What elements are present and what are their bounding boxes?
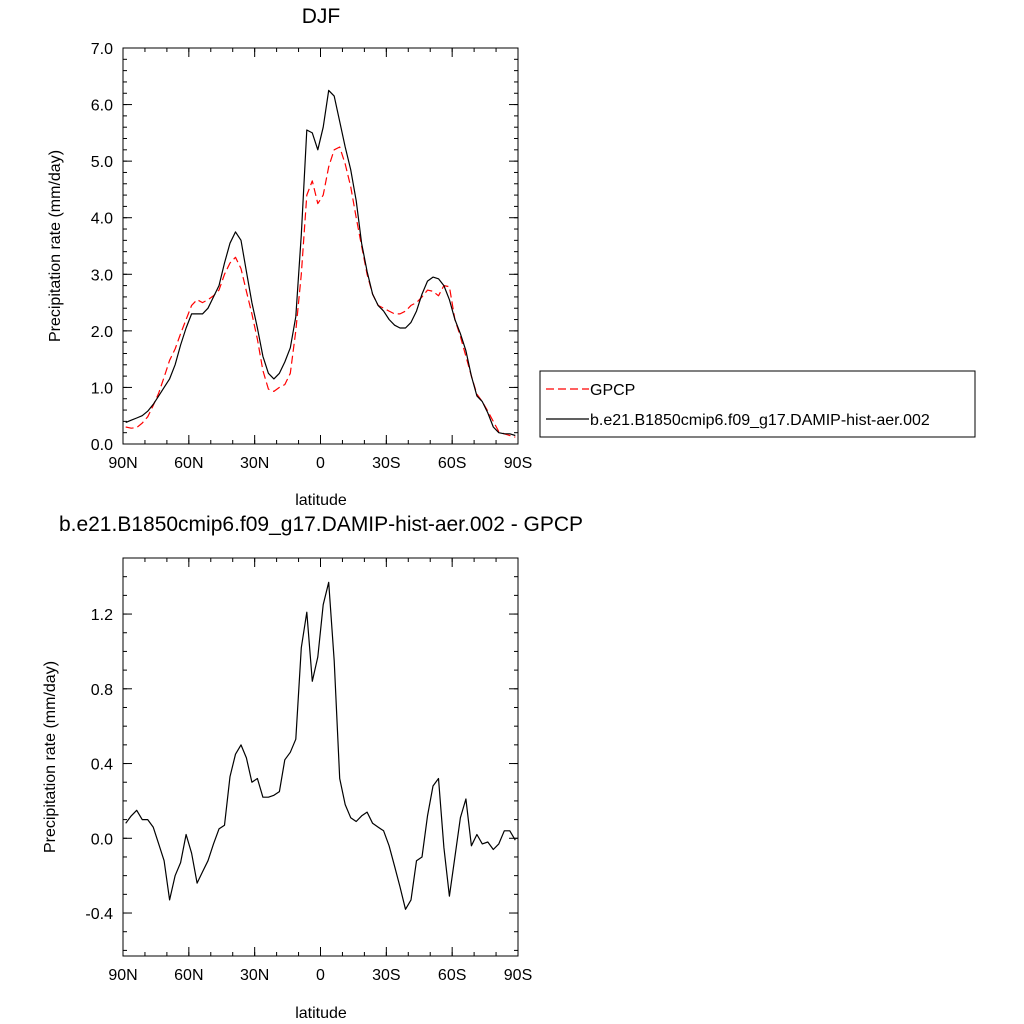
- series-lines: [125, 581, 516, 910]
- y-tick-label: -0.4: [85, 906, 113, 923]
- x-tick-label: 60S: [438, 455, 466, 472]
- y-tick-label: 5.0: [91, 154, 113, 171]
- x-tick-label: 90S: [504, 455, 532, 472]
- difference-series-line: [125, 581, 516, 910]
- y-tick-label: 6.0: [91, 98, 113, 115]
- x-tick-label: 0: [316, 967, 325, 984]
- difference-panel: b.e21.B1850cmip6.f09_g17.DAMIP-hist-aer.…: [42, 513, 583, 1022]
- legend-label-gpcp: GPCP: [590, 382, 635, 399]
- y-tick-labels: -0.4 0.0 0.4 0.8 1.2: [85, 607, 113, 923]
- series-line-b-e21-b1850cmip6-f09-g17-damip-hist-aer-002: [125, 89, 516, 437]
- plot-frame: [122, 557, 519, 957]
- x-tick-label: 60N: [174, 967, 203, 984]
- legend: GPCP b.e21.B1850cmip6.f09_g17.DAMIP-hist…: [539, 370, 976, 438]
- legend-label-model: b.e21.B1850cmip6.f09_g17.DAMIP-hist-aer.…: [590, 412, 930, 429]
- y-tick-label: 0.0: [91, 831, 113, 848]
- y-tick-label: 7.0: [91, 41, 113, 58]
- series-lines: [125, 89, 516, 438]
- y-axis-label: Precipitation rate (mm/day): [47, 150, 64, 342]
- djf-precipitation-panel: DJF 0.0 1.0 2.0 3.0 4.0 5.0 6.0 7.0 90N 60N 30N 0 3…: [47, 5, 976, 509]
- plot-frame: [122, 47, 519, 445]
- legend-box: [539, 370, 976, 438]
- x-tick-label: 30S: [372, 455, 400, 472]
- x-tick-label: 30N: [240, 455, 269, 472]
- y-tick-label: 1.2: [91, 607, 113, 624]
- axis-ticks: [122, 47, 519, 445]
- x-tick-labels: 90N 60N 30N 0 30S 60S 90S: [108, 455, 532, 472]
- x-tick-label: 30N: [240, 967, 269, 984]
- axis-ticks: [122, 557, 519, 956]
- x-tick-label: 90N: [108, 455, 137, 472]
- chart-title: b.e21.B1850cmip6.f09_g17.DAMIP-hist-aer.…: [59, 513, 583, 536]
- x-tick-label: 30S: [372, 967, 400, 984]
- y-tick-label: 3.0: [91, 267, 113, 284]
- x-axis-label: latitude: [295, 1005, 347, 1022]
- y-tick-label: 2.0: [91, 324, 113, 341]
- y-tick-label: 4.0: [91, 211, 113, 228]
- y-tick-label: 0.4: [91, 757, 113, 774]
- x-tick-label: 90S: [504, 967, 532, 984]
- x-tick-labels: 90N 60N 30N 0 30S 60S 90S: [108, 967, 532, 984]
- y-axis-label: Precipitation rate (mm/day): [42, 661, 59, 853]
- x-tick-label: 90N: [108, 967, 137, 984]
- y-tick-label: 0.0: [91, 437, 113, 454]
- y-tick-labels: 0.0 1.0 2.0 3.0 4.0 5.0 6.0 7.0: [91, 41, 113, 454]
- series-line-gpcp: [125, 146, 516, 438]
- y-tick-label: 0.8: [91, 682, 113, 699]
- x-tick-label: 60N: [174, 455, 203, 472]
- y-tick-label: 1.0: [91, 380, 113, 397]
- x-axis-label: latitude: [295, 492, 347, 509]
- chart-title: DJF: [302, 5, 341, 28]
- x-tick-label: 0: [316, 455, 325, 472]
- x-tick-label: 60S: [438, 967, 466, 984]
